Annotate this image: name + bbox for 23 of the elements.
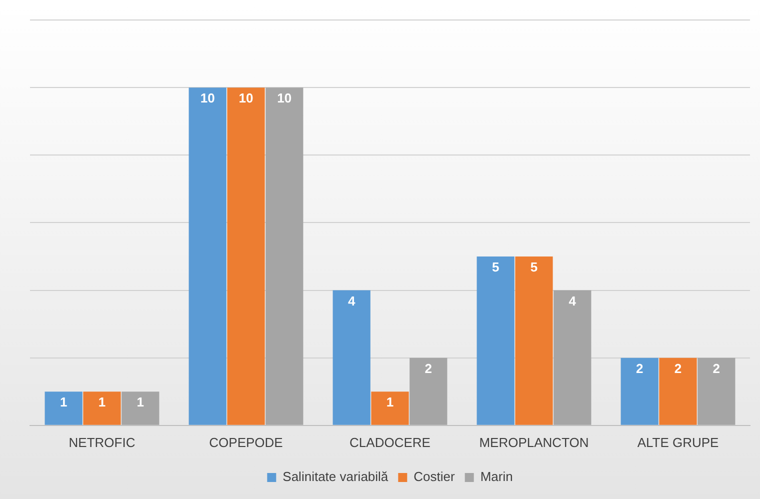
- data-label: 1: [60, 394, 68, 410]
- data-label: 2: [636, 360, 644, 376]
- x-tick-label: NETROFIC: [68, 434, 136, 450]
- data-label: 2: [424, 360, 432, 376]
- data-label: 4: [568, 293, 577, 308]
- x-tick-label: COPEPODE: [209, 434, 284, 450]
- legend-label: Marin: [480, 469, 513, 484]
- legend-label: Salinitate variabilă: [282, 469, 389, 484]
- data-label: 5: [492, 260, 500, 275]
- data-label: 10: [200, 90, 215, 106]
- data-label: 1: [136, 394, 144, 410]
- data-label: 10: [238, 90, 254, 106]
- data-label: 4: [348, 293, 356, 308]
- data-label: 1: [386, 394, 394, 410]
- data-label: 1: [98, 394, 106, 410]
- data-label: 10: [277, 90, 292, 106]
- x-tick-label: CLADOCERE: [350, 434, 431, 450]
- legend-label: Costier: [414, 469, 456, 484]
- data-label: 5: [530, 260, 538, 275]
- data-label: 2: [712, 360, 720, 376]
- x-tick-label: MEROPLANCTON: [479, 434, 589, 450]
- x-tick-label: ALTE GRUPE: [637, 434, 720, 450]
- data-label: 2: [674, 360, 682, 376]
